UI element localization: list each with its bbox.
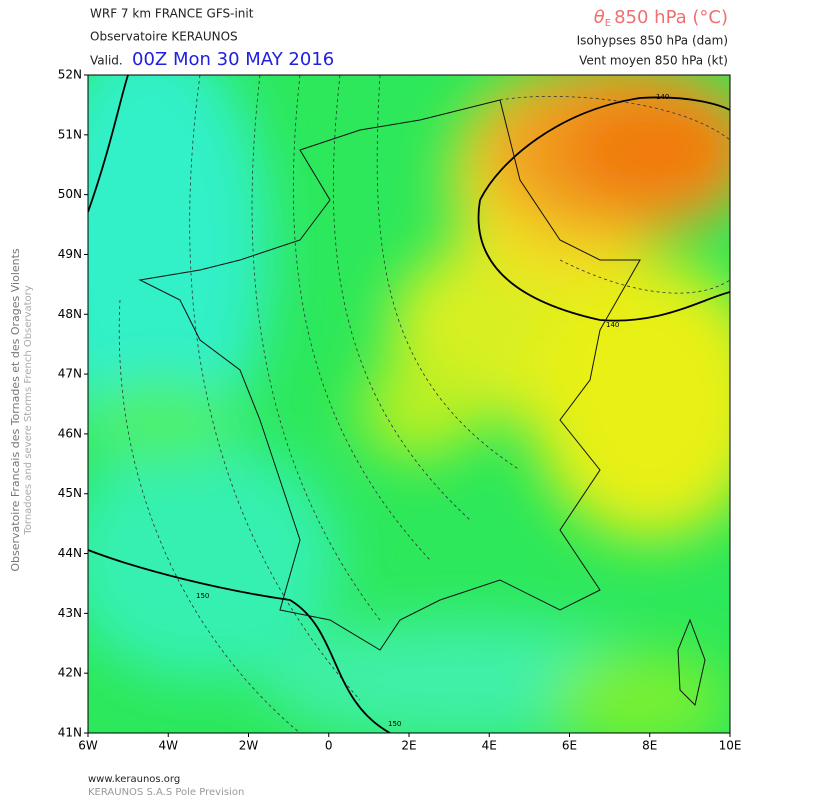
field-rest: 850 hPa (°C) [614,7,728,28]
wind-label: Vent moyen 850 hPa (kt) [579,54,728,68]
lon-label: 6E [562,739,577,753]
lon-label: 4E [482,739,497,753]
map-field [88,75,730,733]
contour-labels: 140 140 150 150 [196,93,669,728]
lat-label: 47N [58,367,82,381]
lat-label: 46N [58,426,82,440]
field-subscript: E [605,18,611,29]
footer-site: www.keraunos.org [88,774,180,785]
field-title: θE 850 hPa (°C) [594,7,728,29]
contour-label: 140 [606,321,619,329]
valid-prefix: Valid. [90,54,123,68]
contour-label: 150 [196,592,209,600]
lat-label: 50N [58,187,82,201]
observatory-label: Observatoire KERAUNOS [90,30,238,44]
lon-label: 8E [642,739,657,753]
lon-label: 4W [159,739,179,753]
lat-label: 51N [58,127,82,141]
side-label: Tornadoes and severe Storms French Obser… [23,285,34,535]
lat-label: 42N [58,666,82,680]
lat-label: 52N [58,68,82,82]
footer-company: KERAUNOS S.A.S Pole Prevision [88,787,244,798]
side-label: Observatoire Francais des Tornades et de… [9,248,22,572]
field-symbol: θ [594,7,605,28]
lat-label: 49N [58,247,82,261]
lon-label: 6W [78,739,98,753]
lon-label: 10E [719,739,742,753]
lat-label: 44N [58,546,82,560]
lon-label: 0 [325,739,333,753]
lon-label: 2W [239,739,259,753]
contour-label: 140 [656,93,669,101]
lat-label: 43N [58,606,82,620]
model-label: WRF 7 km FRANCE GFS-init [90,7,254,21]
lat-label: 41N [58,726,82,740]
valid-time: 00Z Mon 30 MAY 2016 [132,49,334,70]
isohypses-label: Isohypses 850 hPa (dam) [577,34,728,48]
contour-label: 150 [388,720,401,728]
lat-label: 45N [58,486,82,500]
lon-label: 2E [401,739,416,753]
lat-label: 48N [58,307,82,321]
